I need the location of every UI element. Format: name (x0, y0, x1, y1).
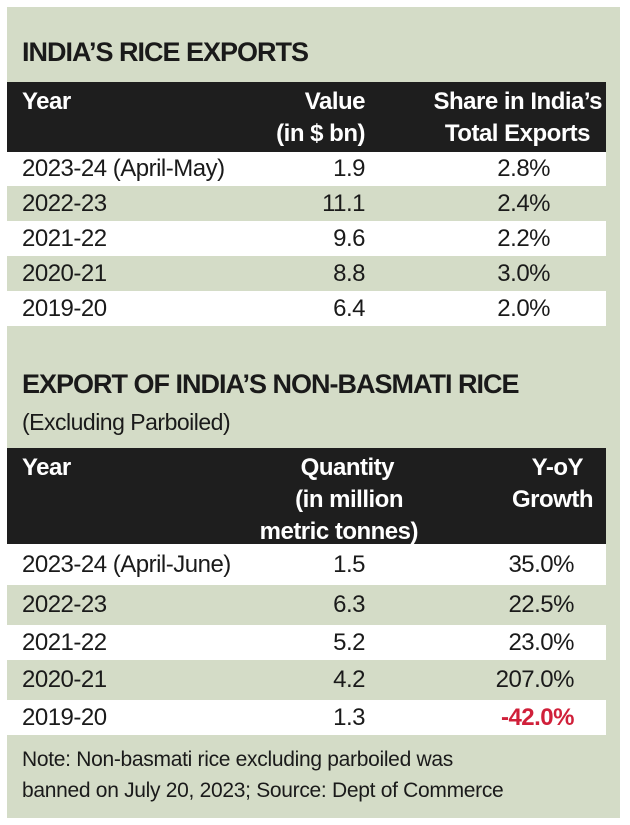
table2-title: EXPORT OF INDIA’S NON-BASMATI RICE (22, 369, 520, 399)
header-share-2: Total Exports (444, 120, 591, 147)
cell-percent: 207.0% (495, 666, 575, 693)
cell-value: 5.2 (333, 629, 365, 656)
cell-year: 2023-24 (April-May) (22, 155, 225, 182)
header-value: Value (304, 88, 366, 115)
cell-year: 2020-21 (22, 260, 107, 287)
footnote-line-2: banned on July 20, 2023; Source: Dept of… (22, 779, 504, 802)
cell-year: 2022-23 (22, 591, 107, 618)
footnote: Note: Non-basmati rice excluding parboil… (22, 744, 504, 806)
cell-value: 9.6 (333, 225, 365, 252)
cell-percent: 2.0% (497, 295, 550, 322)
table1-header: Year Value (in $ bn) Share in India’s To… (7, 82, 606, 152)
header-quantity: Quantity (300, 454, 395, 481)
table-row: 2019-20 1.3 -42.0% (7, 700, 606, 735)
header-year: Year (22, 454, 71, 481)
cell-value: 11.1 (322, 190, 365, 217)
cell-value: 6.3 (333, 591, 365, 618)
cell-percent: 3.0% (497, 260, 550, 287)
cell-value: 1.9 (333, 155, 365, 182)
cell-percent: -42.0% (500, 704, 575, 731)
table-row: 2022-23 6.3 22.5% (7, 585, 606, 625)
table2-header: Year Quantity (in million metric tonnes)… (7, 448, 606, 549)
table-row: 2023-24 (April-June) 1.5 35.0% (7, 544, 606, 585)
cell-value: 8.8 (333, 260, 365, 287)
footnote-line-1: Note: Non-basmati rice excluding parboil… (22, 748, 453, 771)
cell-year: 2019-20 (22, 704, 107, 731)
cell-year: 2023-24 (April-June) (22, 551, 231, 578)
table-row: 2019-20 6.4 2.0% (7, 291, 606, 326)
cell-year: 2022-23 (22, 190, 107, 217)
table1-title: INDIA’S RICE EXPORTS (22, 37, 309, 67)
table-row: 2020-21 4.2 207.0% (7, 660, 606, 700)
header-quantity-3: metric tonnes) (259, 518, 419, 545)
table-row: 2021-22 5.2 23.0% (7, 625, 606, 660)
table2-subtitle: (Excluding Parboiled) (22, 409, 231, 435)
infographic-panel: INDIA’S RICE EXPORTS Year Value (in $ bn… (7, 7, 620, 818)
header-year: Year (22, 88, 71, 115)
cell-percent: 2.8% (497, 155, 550, 182)
cell-percent: 2.2% (497, 225, 550, 252)
header-yoy-2: Growth (512, 486, 594, 513)
cell-percent: 2.4% (497, 190, 550, 217)
header-value-unit: (in $ bn) (276, 120, 365, 147)
cell-year: 2019-20 (22, 295, 107, 322)
cell-year: 2020-21 (22, 666, 107, 693)
header-share: Share in India’s (433, 88, 603, 115)
cell-year: 2021-22 (22, 629, 107, 656)
cell-year: 2021-22 (22, 225, 107, 252)
cell-percent: 35.0% (508, 551, 574, 578)
cell-value: 4.2 (333, 666, 365, 693)
cell-value: 6.4 (333, 295, 365, 322)
table-row: 2023-24 (April-May) 1.9 2.8% (7, 152, 606, 186)
table-row: 2020-21 8.8 3.0% (7, 256, 606, 291)
table-row: 2021-22 9.6 2.2% (7, 221, 606, 256)
cell-percent: 22.5% (508, 591, 574, 618)
header-yoy: Y-oY (531, 454, 584, 481)
cell-percent: 23.0% (508, 629, 574, 656)
cell-value: 1.3 (333, 704, 365, 731)
table-row: 2022-23 11.1 2.4% (7, 186, 606, 221)
header-quantity-2: (in million (295, 486, 403, 513)
cell-value: 1.5 (333, 551, 365, 578)
